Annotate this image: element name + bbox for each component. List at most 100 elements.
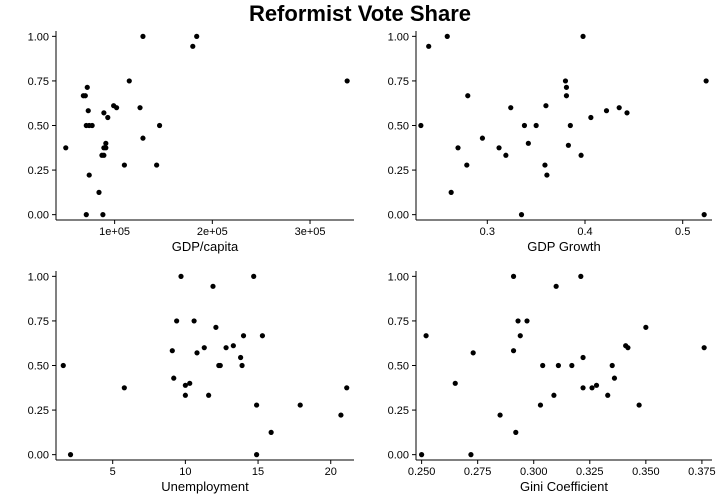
data-point [455,145,461,151]
data-point [448,189,454,195]
data-point [60,362,66,369]
data-point [105,114,111,121]
data-point [562,78,569,84]
data-point [510,273,517,279]
y-tick-label: 0.75 [28,316,49,328]
x-tick-label: 0.275 [464,466,492,478]
data-point [230,343,236,349]
data-point [701,212,707,218]
data-point [553,283,559,289]
y-tick-label: 1.00 [28,271,49,283]
data-point [580,354,586,361]
x-tick-label: 15 [252,466,264,478]
data-point [171,375,177,381]
data-point [101,110,107,116]
y-tick-label: 0.50 [388,361,409,373]
y-tick-label: 0.50 [28,121,49,133]
x-tick-label: 3e+05 [295,226,326,238]
data-point [426,43,432,49]
data-point [551,392,557,398]
data-point [578,273,584,279]
data-point [156,122,163,129]
data-point [636,402,642,408]
panel-gdp-capita: 0.00 0.25 0.50 0.75 1.00 1e+05 2e+05 3e+05 GDP/c… [28,31,354,254]
data-point [187,380,193,386]
data-point [217,362,223,369]
x-tick-label: 0.5 [675,226,690,238]
data-point [593,382,600,388]
data-point [268,429,274,435]
data-point [201,345,207,351]
panel-gini-coefficient: 0.00 0.25 0.50 0.75 1.00 0.250 0.275 0.300 0.325… [388,271,716,494]
data-point [182,382,188,388]
data-point [419,452,425,458]
x-tick-label: 0.325 [576,466,604,478]
data-point [603,108,610,114]
y-tick-label: 0.50 [28,361,49,373]
y-tick-label: 1.00 [388,271,409,283]
y-tick-label: 0.50 [388,121,409,133]
chart-title: Reformist Vote Share [249,1,471,26]
data-point [544,172,550,178]
data-point [565,142,571,148]
data-point [525,140,531,146]
data-point [194,33,200,39]
data-point [83,212,89,218]
data-point [497,412,503,418]
data-point [103,145,109,151]
data-point [251,273,257,279]
x-tick-label: 5 [110,466,116,478]
data-point [537,402,544,408]
data-point [703,78,709,84]
data-point [588,114,594,121]
data-point [540,362,546,369]
data-point [563,84,570,90]
data-point [503,152,509,158]
data-point [121,385,127,391]
panel-gdp-growth: 0.00 0.25 0.50 0.75 1.00 0.3 0.4 0.5 GDP Growth [388,31,712,254]
data-point [238,354,244,361]
x-tick-label: 10 [179,466,191,478]
y-tick-label: 0.75 [388,316,409,328]
x-axis-title: Unemployment [161,479,249,494]
data-point [543,103,549,109]
data-point [515,318,521,324]
data-point [496,145,502,151]
data-point [569,362,575,369]
data-point [616,105,622,111]
y-tick-label: 0.75 [388,76,409,88]
y-tick-label: 0.25 [28,405,49,417]
data-point [96,189,102,195]
data-point [580,385,586,391]
data-point [191,318,197,324]
y-tick-label: 1.00 [28,31,49,43]
x-tick-label: 2e+05 [197,226,228,238]
data-point [423,333,429,339]
data-point [479,135,486,141]
data-point [140,135,146,141]
data-point [580,33,586,39]
x-tick-label: 0.300 [520,466,548,478]
x-tick-label: 0.250 [408,466,436,478]
data-point [254,402,260,408]
x-tick-label: 0.350 [632,466,660,478]
data-point [169,348,175,354]
data-point [338,412,344,418]
x-tick-label: 1e+05 [99,226,130,238]
data-point [605,392,611,398]
data-point [513,429,519,435]
data-point [468,452,474,458]
data-point [470,350,476,356]
y-tick-label: 0.00 [28,450,49,462]
data-point [190,43,196,49]
data-point [701,345,707,351]
data-point [259,333,266,339]
data-point [521,122,528,129]
data-point [578,152,584,158]
data-point [524,318,530,324]
data-point [194,350,200,356]
data-point [510,348,517,354]
data-point [67,452,74,458]
data-point [174,318,180,324]
